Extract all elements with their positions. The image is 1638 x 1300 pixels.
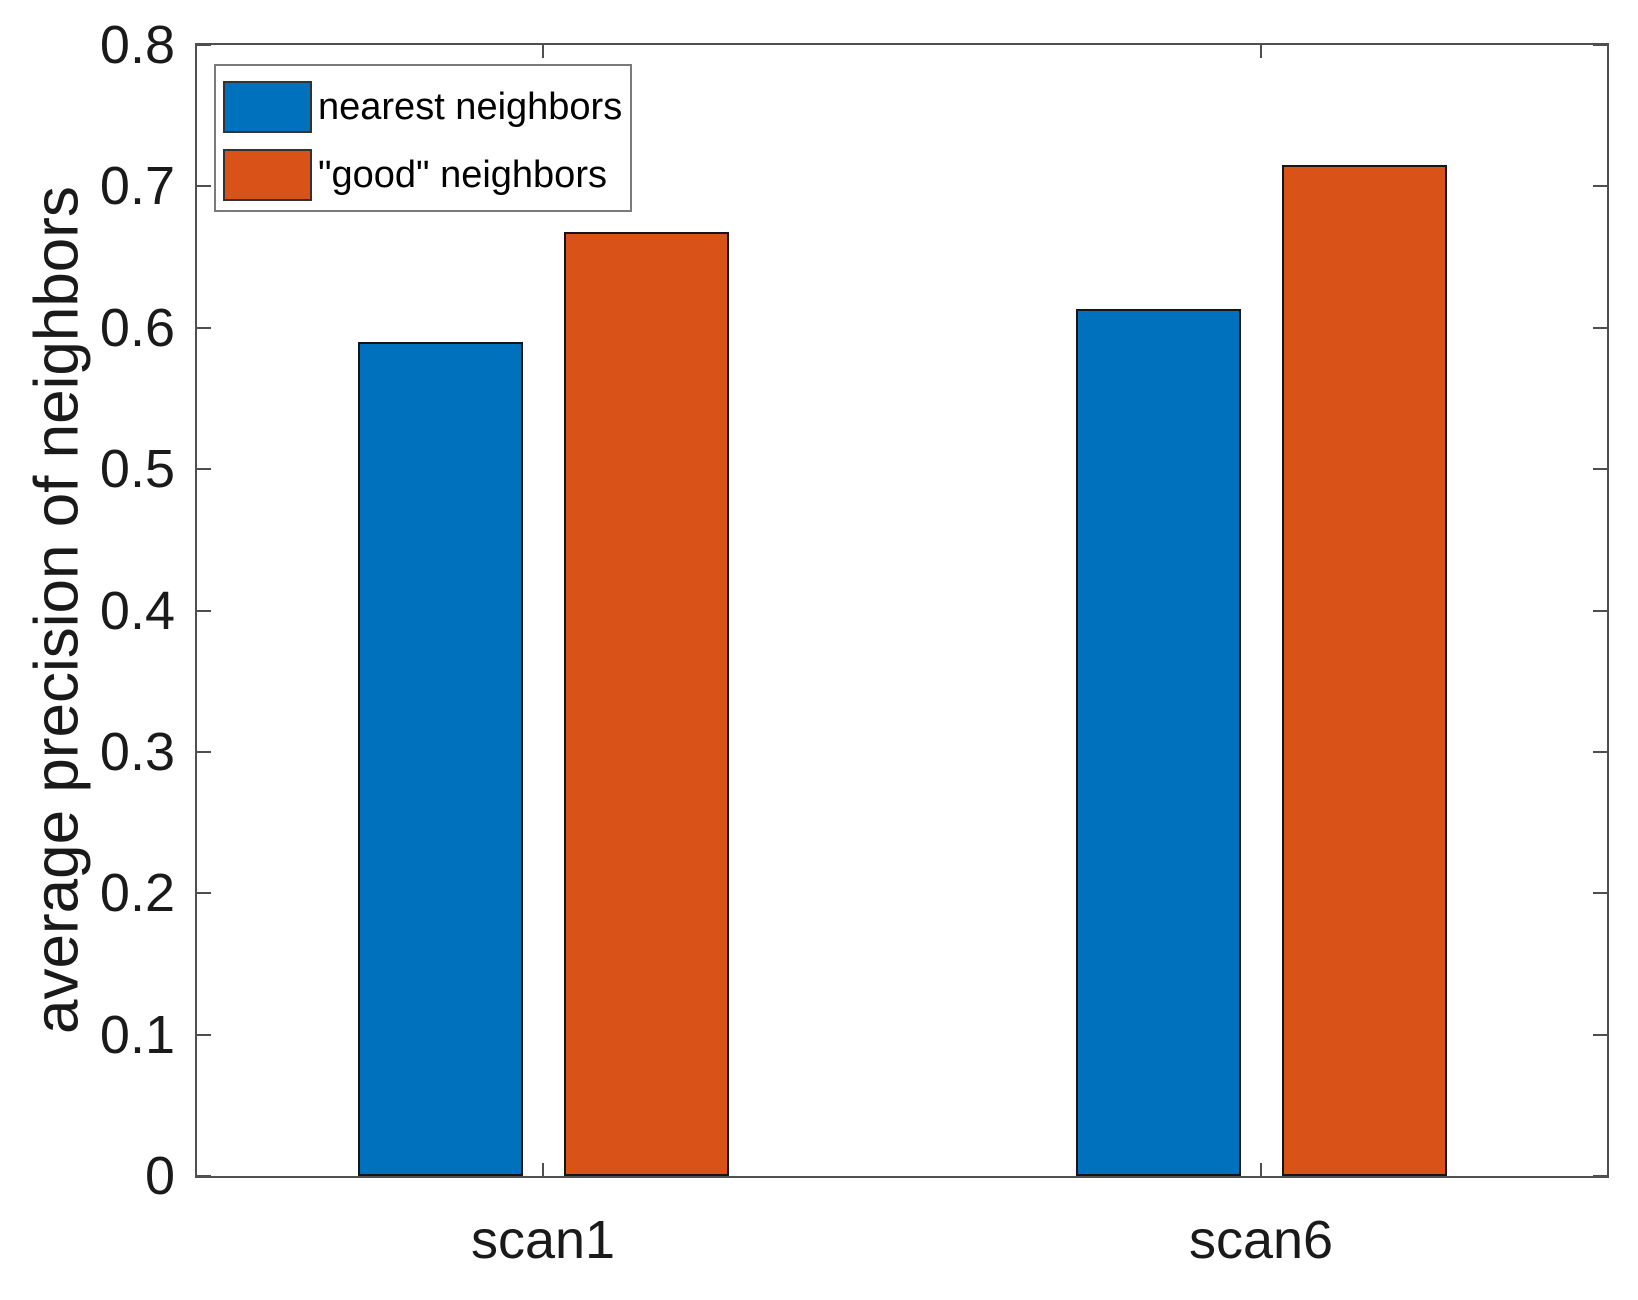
y-tick-label-0: 0 [144, 1146, 175, 1206]
y-tick-label-0.7: 0.7 [99, 156, 175, 217]
y-tick-right [1593, 326, 1607, 329]
x-tick-label-scan6: scan6 [1188, 1210, 1334, 1270]
legend-swatch-nearest-neighbors [223, 81, 312, 133]
y-tick-left [197, 892, 211, 895]
y-tick-label-0.3: 0.3 [99, 721, 175, 782]
x-tick-bottom-scan1 [542, 1163, 544, 1176]
bar-scan1-nearest [357, 341, 523, 1176]
bar-scan6-good [1281, 165, 1447, 1176]
y-tick-label-0.2: 0.2 [99, 863, 175, 924]
y-tick-label-0.5: 0.5 [99, 439, 175, 500]
y-tick-label-0.4: 0.4 [99, 580, 175, 641]
y-tick-left [197, 1033, 211, 1036]
y-tick-left [197, 468, 211, 471]
y-tick-label-0.8: 0.8 [99, 15, 175, 75]
legend-label-good-neighbors: "good" neighbors [318, 154, 607, 196]
y-tick-label-0.1: 0.1 [99, 1004, 175, 1065]
x-tick-top-scan1 [542, 45, 544, 58]
legend-label-nearest-neighbors: nearest neighbors [318, 86, 623, 128]
y-tick-right [1593, 185, 1607, 188]
y-tick-right [1593, 1033, 1607, 1036]
x-tick-label-scan1: scan1 [470, 1210, 616, 1270]
bar-scan1-good [563, 231, 729, 1176]
bar-scan6-nearest [1075, 309, 1241, 1176]
y-tick-left [197, 609, 211, 612]
plot-area: nearest neighbors "good" neighbors [195, 43, 1609, 1178]
y-tick-right [1593, 892, 1607, 895]
legend: nearest neighbors "good" neighbors [214, 64, 632, 212]
y-tick-right [1593, 468, 1607, 471]
y-tick-left [197, 326, 211, 329]
legend-item-nearest-neighbors: nearest neighbors [216, 74, 630, 142]
y-tick-left [197, 44, 211, 46]
y-tick-label-0.6: 0.6 [99, 297, 175, 358]
legend-item-good-neighbors: "good" neighbors [216, 142, 630, 210]
y-tick-left [197, 1175, 211, 1177]
x-tick-top-scan6 [1260, 45, 1262, 58]
y-tick-left [197, 750, 211, 753]
y-tick-left [197, 185, 211, 188]
y-tick-right [1593, 1175, 1607, 1177]
y-tick-right [1593, 609, 1607, 612]
y-tick-right [1593, 750, 1607, 753]
y-tick-right [1593, 44, 1607, 46]
legend-swatch-good-neighbors [223, 149, 312, 201]
x-tick-bottom-scan6 [1260, 1163, 1262, 1176]
